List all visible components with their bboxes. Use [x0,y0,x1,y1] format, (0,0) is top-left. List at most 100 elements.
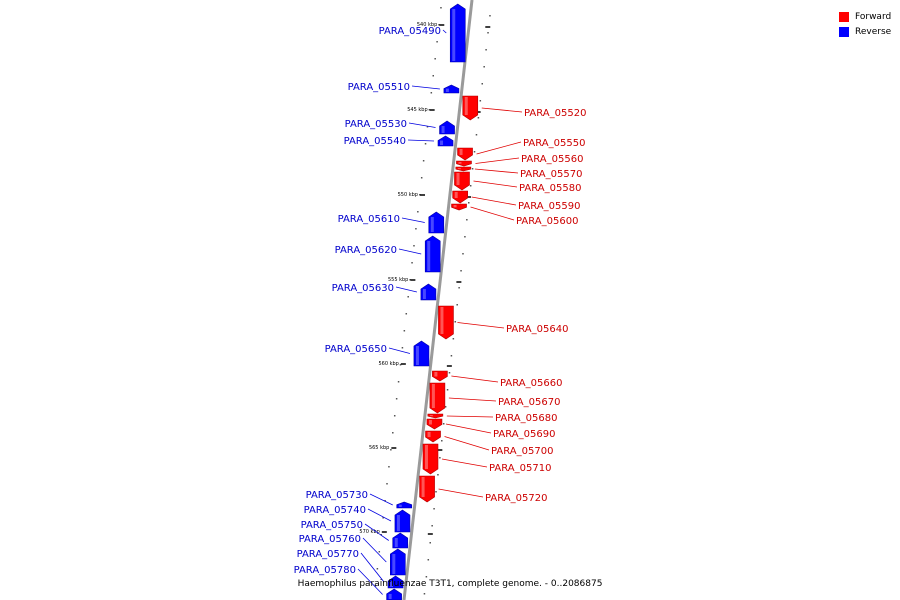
gene-arrow-shade [434,372,438,377]
ruler-dot [424,143,427,145]
ruler-dot [438,24,440,26]
ruler-dot [417,211,419,213]
legend-reverse-label: Reverse [855,26,892,37]
gene-label: PARA_05670 [498,397,560,408]
gene-arrow-shade [421,477,425,497]
ruler-dot [435,491,437,493]
gene-para-05760[interactable]: PARA_05760 [299,534,406,576]
gene-para-05520[interactable]: PARA_05520 [462,95,587,121]
gene-para-05560[interactable]: PARA_05560 [456,154,583,167]
gene-label: PARA_05710 [489,463,551,474]
gene-label: PARA_05630 [332,283,394,294]
gene-label: PARA_05640 [506,324,568,335]
gene-label: PARA_05770 [297,549,359,560]
gene-arrow-shade [464,97,468,115]
gene-label: PARA_05540 [344,136,406,147]
gene-para-05510[interactable]: PARA_05510 [348,82,460,94]
gene-leader-line [411,85,440,90]
ruler-dot [444,406,447,408]
gene-para-05580[interactable]: PARA_05580 [454,171,581,194]
gene-label: PARA_05520 [524,108,586,119]
gene-arrow-shade [422,289,426,299]
gene-leader-line [438,488,484,498]
ruler-dot [481,83,483,85]
gene-arrow-shade [430,217,434,232]
ruler-dot [419,194,421,196]
gene-para-05690[interactable]: PARA_05690 [426,418,555,440]
gene-para-05770[interactable]: PARA_05770 [297,549,404,589]
gene-para-05640[interactable]: PARA_05640 [438,305,568,340]
gene-para-05590[interactable]: PARA_05590 [452,190,581,212]
ruler-dot [458,287,460,289]
gene-para-05670[interactable]: PARA_05670 [429,382,561,414]
gene-leader-line [441,458,488,468]
ruler-dot [441,440,443,442]
ruler-dot [399,364,402,366]
legend-reverse[interactable]: Reverse [839,24,891,39]
gene-leader-line [364,523,389,541]
ruler-dot [392,432,394,434]
ruler-dot [487,32,489,34]
gene-arrow-shade [415,346,419,365]
gene-para-05780[interactable]: PARA_05780 [294,565,402,600]
ruler-dot [469,185,472,187]
gene-leader-line [362,537,387,563]
gene-para-05740[interactable]: PARA_05740 [304,505,411,533]
gene-para-05530[interactable]: PARA_05530 [345,119,455,135]
gene-leader-line [408,122,436,128]
gene-para-05570[interactable]: PARA_05570 [455,166,583,180]
gene-arrow-shade [452,9,456,61]
gene-para-05490[interactable]: PARA_05490 [379,3,466,63]
gene-para-05540[interactable]: PARA_05540 [344,135,454,147]
ruler-dot [448,372,451,374]
gene-para-05720[interactable]: PARA_05720 [419,475,548,504]
gene-para-05710[interactable]: PARA_05710 [422,443,551,475]
gene-para-05550[interactable]: PARA_05550 [457,138,586,161]
gene-arrow-shade [390,581,394,587]
gene-leader-line [401,217,425,223]
gene-para-05620[interactable]: PARA_05620 [335,235,441,273]
gene-label: PARA_05720 [485,493,547,504]
ruler-dot [432,75,434,77]
ruler-dot [420,177,423,179]
genes-layer: PARA_05490 PARA_05510 PARA_05520 PARA_05530… [294,3,587,600]
gene-leader-line [357,568,383,595]
legend-forward[interactable]: Forward [839,9,891,24]
ruler-dot [489,15,491,17]
gene-label: PARA_05560 [521,154,583,165]
gene-para-05630[interactable]: PARA_05630 [332,283,437,301]
ruler-dot [468,202,470,204]
gene-label: PARA_05690 [493,429,555,440]
gene-para-05600[interactable]: PARA_05600 [451,203,579,227]
ruler-dot [397,381,400,383]
ruler-dot [405,313,408,315]
gene-arrow-shade [427,432,431,438]
gene-para-05610[interactable]: PARA_05610 [338,211,445,234]
gene-para-05660[interactable]: PARA_05660 [432,370,562,389]
ruler-ticks: 540 kbp 545 kbp 550 kbp 555 kbp 560 kbp 565 k… [359,7,491,595]
genome-caption: Haemophilus parainfluenzae T3T1, complet… [297,579,603,589]
ruler-dot [433,508,435,510]
gene-para-05650[interactable]: PARA_05650 [325,340,430,367]
ruler-dot [471,168,474,170]
gene-leader-line [444,436,490,451]
gene-leader-line [395,286,417,293]
gene-para-05680[interactable]: PARA_05680 [427,413,558,424]
ruler-kbp-label: 565 kbp [369,445,389,451]
gene-leader-line [473,180,518,188]
gene-leader-line [446,415,494,418]
ruler-dot [456,304,458,306]
gene-para-05750[interactable]: PARA_05750 [301,520,409,549]
gene-para-05700[interactable]: PARA_05700 [425,430,554,457]
gene-leader-line [445,423,492,434]
forward-swatch [839,11,849,22]
ruler-dot [415,228,417,230]
ruler-kbp-label: 550 kbp [398,192,418,198]
gene-para-05730[interactable]: PARA_05730 [306,490,413,509]
ruler-dot [413,245,415,247]
ruler-dot [439,457,441,459]
ruler-dot [437,474,439,476]
gene-label: PARA_05620 [335,245,397,256]
ruler-dot [428,109,431,111]
